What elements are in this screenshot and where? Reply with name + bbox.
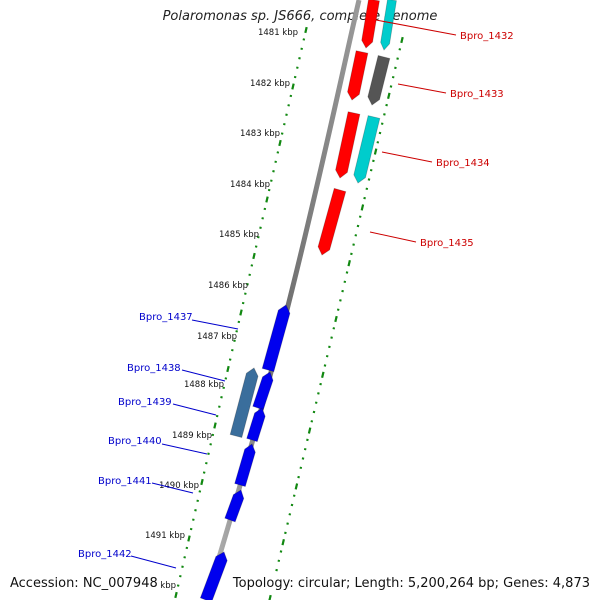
outer-tick-ring <box>268 36 404 600</box>
gene-bpro-1437 <box>261 304 291 373</box>
gene-bpro-1432 <box>361 0 380 49</box>
gene-bpro-1442a <box>224 489 245 523</box>
callout-line <box>151 482 194 494</box>
callout-line <box>191 319 239 330</box>
callout-line <box>381 151 433 163</box>
gene-label-bpro_1433[interactable]: Bpro_1433 <box>450 89 504 100</box>
kbp-label: 1486 kbp <box>208 281 248 291</box>
gene-bpro-1432b <box>380 0 397 51</box>
accession-label: Accession: NC_007948 <box>10 576 158 591</box>
gene-bpro-1433 <box>367 55 391 106</box>
gene-bpro-1439 <box>252 371 274 411</box>
gene-label-bpro_1434[interactable]: Bpro_1434 <box>436 158 490 169</box>
inner-tick-ring <box>174 26 308 599</box>
inner-ring-tick <box>200 478 204 486</box>
gene-bpro-1433a <box>347 50 369 101</box>
gene-label-bpro_1439[interactable]: Bpro_1439 <box>118 397 172 408</box>
callout-line <box>397 83 447 94</box>
inner-ring-tick <box>252 252 256 260</box>
outer-ring-tick <box>334 315 338 323</box>
inner-ring-tick <box>213 422 217 429</box>
inner-ring-tick <box>174 591 178 599</box>
outer-ring-tick <box>387 92 391 99</box>
gene-bpro-1435 <box>317 187 347 256</box>
inner-ring-tick <box>239 309 243 316</box>
gene-label-bpro_1440[interactable]: Bpro_1440 <box>108 436 162 447</box>
callout-line <box>375 19 457 36</box>
outer-ring-tick <box>281 539 285 546</box>
outer-ring-tick <box>321 371 325 378</box>
inner-ring-tick <box>226 365 230 373</box>
gene-bpro-1434a <box>335 111 361 179</box>
inner-ring-tick <box>187 535 191 542</box>
kbp-label: 1481 kbp <box>258 28 298 38</box>
gene-label-bpro_1437[interactable]: Bpro_1437 <box>139 312 193 323</box>
kbp-label: 1491 kbp <box>145 531 185 541</box>
outer-ring-tick <box>294 483 299 490</box>
gene-bpro-1442 <box>199 551 228 600</box>
kbp-label: 1487 kbp <box>197 332 237 342</box>
inner-ring-tick <box>304 26 308 34</box>
genome-backbone <box>203 0 362 600</box>
gene-label-bpro_1432[interactable]: Bpro_1432 <box>460 31 514 42</box>
inner-ring-tick <box>265 196 269 203</box>
gene-bpro-1434 <box>353 115 381 184</box>
kbp-label: 1489 kbp <box>172 431 212 441</box>
outer-ring-tick <box>268 594 272 600</box>
callout-line <box>161 443 208 455</box>
outer-ring-tick <box>360 204 365 211</box>
inner-ring-tick <box>278 139 282 147</box>
genes <box>199 0 397 600</box>
outer-ring-tick <box>400 36 404 44</box>
kbp-label: 1483 kbp <box>240 129 280 139</box>
inner-ring-tick <box>291 83 295 90</box>
gene-label-bpro_1442[interactable]: Bpro_1442 <box>78 549 132 560</box>
gene-bpro-1441 <box>234 443 256 488</box>
kbp-label: 1482 kbp <box>250 79 290 89</box>
kbp-label: 1490 kbp <box>159 481 199 491</box>
callout-line <box>130 555 177 569</box>
gene-callouts: Bpro_1432 Bpro_1433 Bpro_1434 Bpro_1435 Bpro… <box>78 19 514 569</box>
gene-bpro-1438 <box>229 367 259 439</box>
kbp-label: 1488 kbp <box>184 380 224 390</box>
kbp-label: 1485 kbp <box>219 230 259 240</box>
callout-line <box>172 403 217 416</box>
callout-line <box>369 231 417 243</box>
gene-label-bpro_1441[interactable]: Bpro_1441 <box>98 476 152 487</box>
gene-label-bpro_1438[interactable]: Bpro_1438 <box>127 363 181 374</box>
gene-label-bpro_1435[interactable]: Bpro_1435 <box>420 238 474 249</box>
outer-ring-tick <box>373 148 378 155</box>
kbp-label: 1484 kbp <box>230 180 270 190</box>
kbp-scale-labels: 1481 kbp 1482 kbp 1483 kbp 1484 kbp 1485 kbp… <box>136 28 298 591</box>
gene-bpro-1440 <box>246 407 266 443</box>
callout-line <box>181 369 226 382</box>
genome-summary: Topology: circular; Length: 5,200,264 bp… <box>232 576 590 591</box>
outer-ring-tick <box>347 260 351 267</box>
outer-ring-tick <box>307 427 312 434</box>
